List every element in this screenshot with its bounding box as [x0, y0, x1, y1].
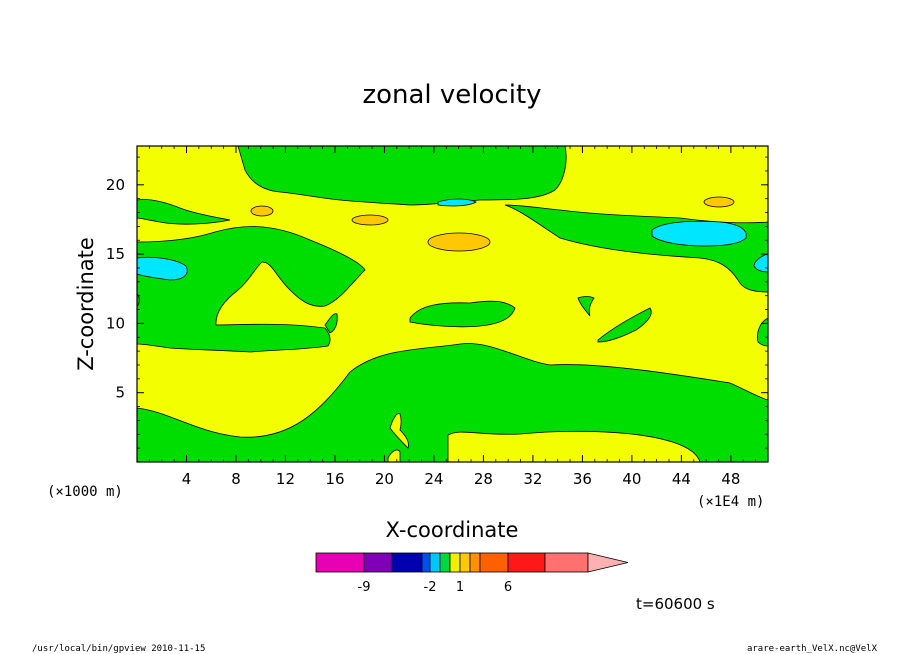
colorbar-tick-label: 6	[504, 580, 512, 595]
contour-region-orange	[250, 205, 274, 217]
x-axis-title: X-coordinate	[386, 518, 519, 542]
y-unit-label: (×1000 m)	[47, 484, 123, 500]
x-tick-label: 36	[573, 470, 592, 488]
x-tick-label: 24	[424, 470, 443, 488]
x-tick-label: 4	[182, 470, 192, 488]
contour-region-green	[597, 307, 652, 343]
colorbar-segment	[544, 552, 589, 573]
y-tick-label: 10	[106, 314, 125, 332]
chart-title: zonal velocity	[362, 80, 541, 110]
contour-region-cyan	[137, 256, 188, 281]
y-tick-label: 15	[106, 245, 125, 263]
x-tick-label: 40	[622, 470, 641, 488]
y-tick-label: 5	[115, 384, 125, 402]
contour-region-cyan	[753, 253, 768, 273]
colorbar-segment	[479, 552, 509, 573]
plot-frame	[136, 145, 769, 463]
colorbar-segment	[429, 552, 441, 573]
colorbar-segment	[315, 552, 365, 573]
colorbar-segment	[469, 552, 481, 573]
x-tick-label: 16	[325, 470, 344, 488]
x-tick-label: 48	[721, 470, 740, 488]
colorbar-segment	[507, 552, 546, 573]
x-tick-label: 32	[523, 470, 542, 488]
contour-region-green	[137, 343, 768, 462]
contour-region-green	[409, 300, 516, 328]
y-axis: 5 10 15 20	[106, 156, 768, 449]
contour-region-green	[237, 146, 567, 206]
colorbar: -9 -2 1 6	[315, 552, 629, 595]
colorbar-segment	[391, 552, 423, 573]
x-axis: 4 8 12 16 20 24 28 32 36 40 44 48	[148, 146, 757, 488]
contour-region-orange	[351, 214, 389, 226]
x-tick-label: 44	[672, 470, 691, 488]
x-tick-label: 20	[375, 470, 394, 488]
time-label: t=60600 s	[636, 595, 715, 613]
contour-region-green	[137, 199, 231, 225]
colorbar-segment	[439, 552, 451, 573]
contour-region-green	[577, 296, 595, 317]
y-axis-title: Z-coordinate	[74, 237, 98, 371]
colorbar-segment	[459, 552, 471, 573]
colorbar-arrow	[587, 552, 629, 573]
contour-region-green	[324, 313, 338, 334]
contour-field	[137, 146, 768, 462]
footer-left: /usr/local/bin/gpview 2010-11-15	[32, 644, 205, 654]
colorbar-segment	[421, 552, 431, 573]
contour-region-orange	[703, 196, 735, 208]
contour-region-green	[137, 226, 366, 353]
y-tick-label: 20	[106, 176, 125, 194]
x-unit-label: (×1E4 m)	[697, 494, 764, 510]
contour-region-orange	[427, 232, 491, 252]
x-tick-label: 8	[231, 470, 241, 488]
colorbar-tick-label: -9	[358, 580, 371, 595]
contour-region-cyan	[651, 220, 747, 247]
colorbar-segment	[363, 552, 393, 573]
contour-region-cyan	[437, 198, 477, 207]
colorbar-tick-label: 1	[456, 580, 464, 595]
x-tick-label: 12	[276, 470, 295, 488]
footer-right: arare-earth_VelX.nc@VelX	[747, 644, 878, 654]
contour-level-yellow	[389, 413, 409, 449]
x-tick-label: 28	[474, 470, 493, 488]
colorbar-segment	[449, 552, 461, 573]
colorbar-tick-label: -2	[424, 580, 437, 595]
